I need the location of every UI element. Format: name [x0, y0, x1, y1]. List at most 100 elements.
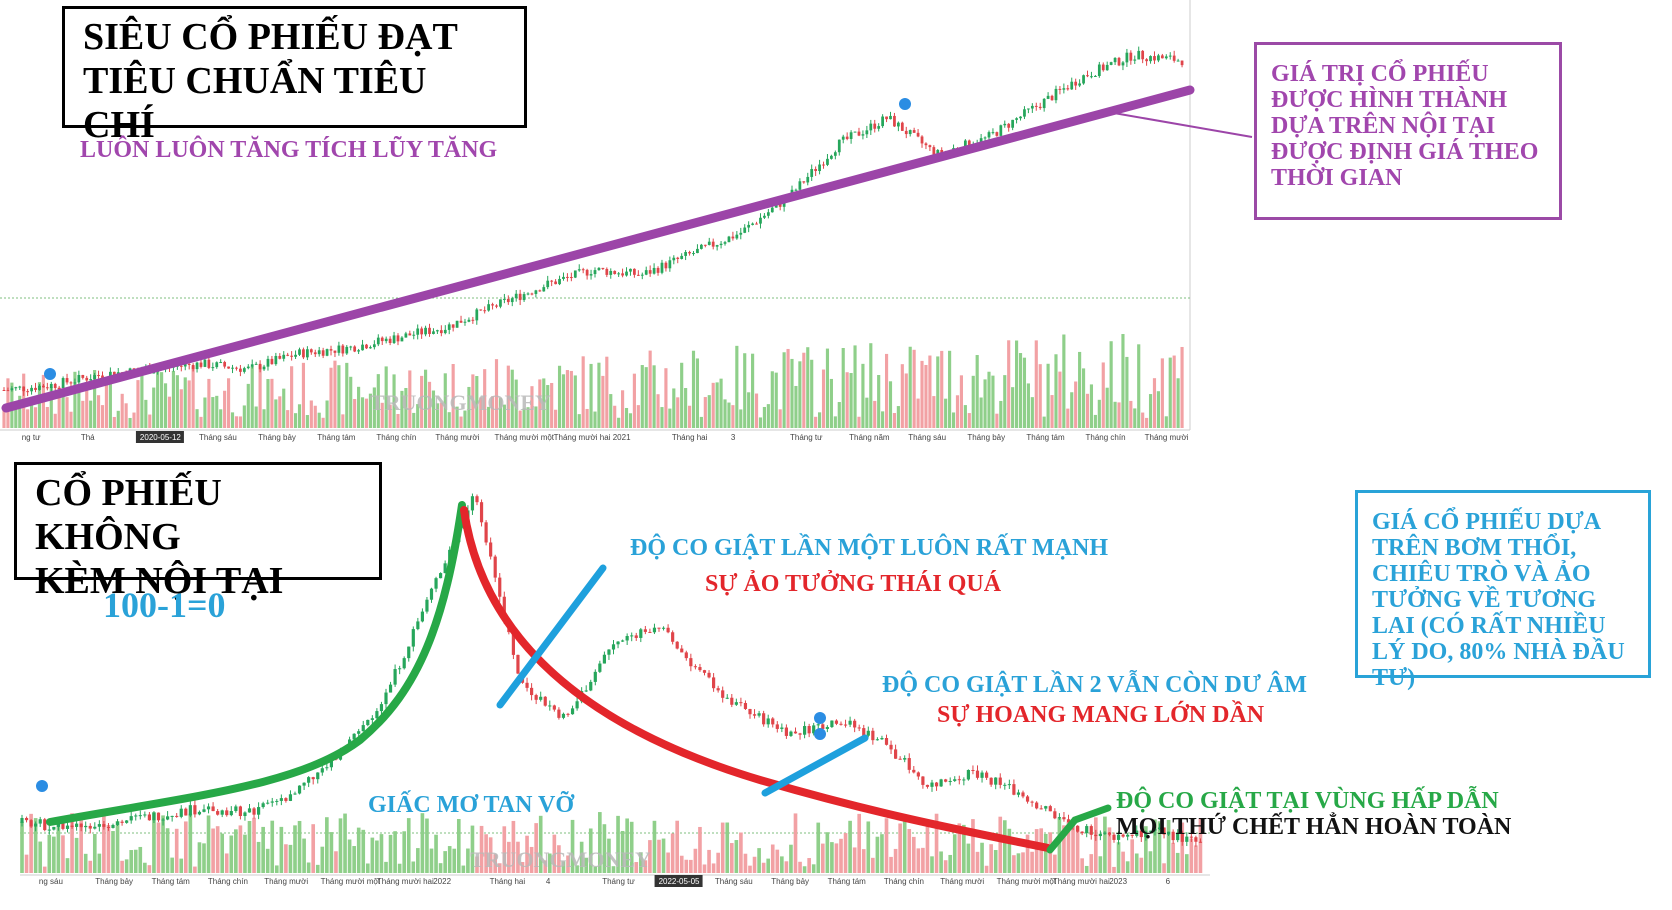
candle-body — [451, 324, 455, 328]
volume-bar — [89, 400, 93, 428]
volume-bar — [925, 821, 930, 873]
x-tick-label: Tháng chín — [1086, 433, 1126, 442]
candle-body — [188, 805, 192, 816]
candle-body — [1176, 832, 1180, 841]
candle-body — [38, 819, 42, 824]
candle-body — [396, 335, 400, 342]
candle-body — [34, 823, 38, 827]
volume-bar — [88, 860, 93, 873]
candle-body — [361, 725, 365, 732]
volume-bar — [1194, 845, 1198, 873]
candle-body — [830, 155, 833, 159]
volume-bar — [288, 844, 293, 873]
candle-body — [689, 658, 693, 667]
candle-body — [721, 690, 725, 698]
candle-body — [425, 599, 429, 612]
bottom-note-box: GIÁ CỔ PHIẾU DỰA TRÊN BƠM THỔI, CHIÊU TR… — [1355, 490, 1651, 691]
candle-body — [825, 727, 829, 729]
volume-bar — [723, 399, 727, 428]
candle-body — [61, 822, 65, 829]
volume-bar — [661, 838, 666, 873]
label-illusion: SỰ ẢO TƯỞNG THÁI QUÁ — [705, 571, 1002, 597]
volume-bar — [286, 410, 290, 428]
volume-bar — [676, 397, 680, 428]
volume-bar — [1071, 822, 1075, 873]
candle-body — [853, 131, 857, 133]
volume-bar — [707, 395, 711, 428]
volume-bar — [138, 846, 143, 873]
candle-body — [1046, 95, 1050, 99]
volume-bar — [349, 376, 353, 428]
volume-bar — [510, 369, 514, 428]
volume-bar — [279, 826, 284, 873]
candle-body — [47, 829, 51, 831]
volume-bar — [1089, 854, 1094, 873]
candle-body — [812, 725, 816, 734]
candle-body — [56, 822, 60, 827]
volume-bar — [274, 865, 279, 873]
candle-body — [345, 346, 349, 354]
candle-body — [402, 658, 406, 669]
candle-body — [806, 176, 810, 183]
volume-bar — [716, 852, 720, 873]
volume-bar — [611, 866, 616, 873]
volume-bar — [793, 813, 798, 873]
volume-bar — [65, 397, 69, 428]
volume-bar — [361, 829, 366, 873]
candle-body — [688, 252, 691, 254]
x-tick-label: Tháng tám — [828, 877, 867, 886]
volume-bar — [1030, 397, 1034, 428]
volume-bar — [585, 408, 589, 428]
x-tick-label: Tháng mười hai — [377, 877, 434, 886]
volume-bar — [643, 860, 648, 873]
volume-bar — [81, 400, 85, 428]
candle-body — [698, 667, 702, 671]
x-tick-label: Tháng bảy — [967, 433, 1005, 442]
volume-bar — [636, 405, 640, 428]
volume-bar — [916, 848, 921, 873]
volume-bar — [250, 366, 254, 428]
candle-body — [439, 330, 443, 334]
volume-bar — [770, 371, 774, 428]
volume-bar — [97, 853, 102, 873]
candle-body — [1027, 108, 1030, 110]
volume-bar — [597, 362, 601, 428]
candle-body — [999, 125, 1003, 136]
volume-bar — [380, 402, 384, 428]
volume-bar — [309, 400, 313, 428]
volume-bar — [1134, 853, 1139, 873]
candle-body — [991, 132, 995, 134]
candle-body — [889, 744, 893, 750]
candle-body — [443, 563, 447, 574]
candle-body — [711, 241, 715, 247]
volume-bar — [869, 343, 873, 428]
candle-body — [484, 522, 488, 543]
candle-body — [526, 293, 530, 295]
candle-body — [302, 782, 306, 786]
volume-bar — [884, 818, 889, 873]
volume-bar — [193, 866, 197, 873]
candle-body — [216, 811, 220, 815]
candle-body — [672, 257, 676, 261]
x-tick-label: 2021 — [613, 433, 631, 442]
volume-bar — [957, 823, 962, 873]
candle-body — [907, 758, 911, 770]
volume-bar — [1101, 362, 1105, 428]
volume-bar — [1062, 825, 1066, 873]
candle-body — [1171, 831, 1175, 841]
volume-bar — [388, 404, 392, 428]
volume-bar — [402, 831, 407, 873]
candle-body — [1160, 55, 1164, 59]
volume-bar — [301, 362, 306, 428]
candle-body — [316, 772, 320, 780]
candle-body — [502, 596, 506, 620]
volume-bar — [833, 416, 837, 428]
volume-bar — [1034, 829, 1039, 873]
candle-body — [707, 241, 711, 245]
candle-body — [439, 573, 443, 579]
candle-body — [138, 815, 142, 817]
volume-bar — [274, 399, 278, 428]
volume-bar — [498, 397, 503, 428]
top-event-marker-2 — [44, 368, 56, 380]
volume-bar — [1107, 827, 1112, 873]
